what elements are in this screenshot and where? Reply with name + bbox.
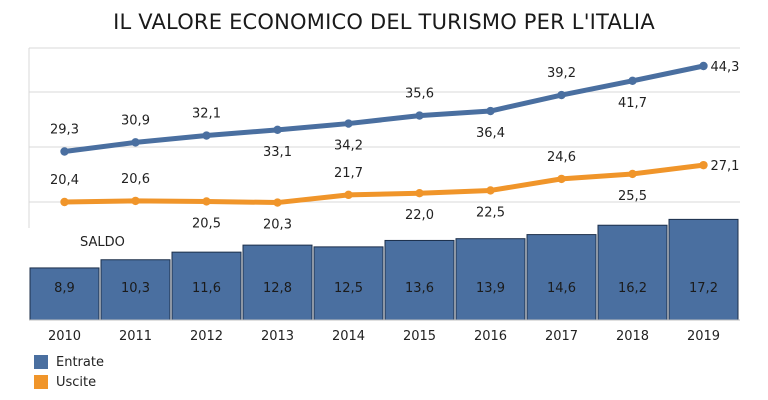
entrate-point [557, 90, 566, 100]
saldo-bars: 8,9 10,3 11,6 12,8 12,5 13,6 13,9 14,6 16,2 17,2 [29, 218, 739, 321]
bar-value-label: 13,9 [476, 281, 505, 296]
saldo-bar [455, 238, 526, 321]
x-tick-label: 2010 [48, 329, 81, 344]
entrate-point [699, 61, 708, 71]
legend-item-uscite: Uscite [34, 372, 104, 392]
entrate-point [202, 131, 211, 140]
legend-label-entrate: Entrate [56, 354, 104, 370]
entrate-point [628, 76, 637, 86]
entrate-value-label: 34,2 [334, 139, 363, 154]
x-tick-label: 2012 [190, 329, 223, 344]
saldo-bar [668, 218, 739, 321]
bar-value-label: 14,6 [547, 281, 576, 296]
uscite-point [60, 197, 69, 207]
entrate-value-label: 30,9 [121, 113, 150, 128]
entrate-value-label: 36,4 [476, 126, 505, 141]
uscite-value-label: 22,5 [476, 205, 505, 220]
legend: Entrate Uscite [34, 352, 104, 392]
entrate-point [486, 106, 495, 116]
uscite-point [699, 160, 708, 170]
uscite-point [557, 174, 566, 184]
uscite-point [415, 189, 424, 198]
entrate-value-label: 41,7 [618, 96, 647, 111]
saldo-series-label: SALDO [80, 235, 125, 250]
entrate-value-label: 32,1 [192, 107, 221, 122]
uscite-point [344, 190, 353, 200]
entrate-point [344, 119, 353, 128]
uscite-point [273, 198, 282, 207]
bar-value-label: 13,6 [405, 281, 434, 296]
bar-value-label: 17,2 [689, 281, 718, 296]
saldo-bar [171, 251, 242, 321]
entrate-value-label: 35,6 [405, 87, 434, 102]
x-tick-label: 2014 [332, 329, 365, 344]
entrate-point [60, 147, 69, 156]
uscite-point [628, 169, 637, 179]
entrate-value-label: 44,3 [711, 60, 740, 75]
bar-value-label: 8,9 [54, 281, 75, 296]
bar-value-label: 16,2 [618, 281, 647, 296]
uscite-line [62, 162, 706, 206]
series-lines [60, 61, 708, 207]
uscite-value-label: 24,6 [547, 150, 576, 165]
saldo-label: SALDO [80, 235, 125, 250]
saldo-bar [29, 267, 100, 321]
uscite-value-label: 22,0 [405, 208, 434, 223]
entrate-point [273, 125, 282, 135]
bar-value-label: 11,6 [192, 281, 221, 296]
entrate-line [62, 63, 706, 154]
uscite-value-label: 20,5 [192, 216, 221, 231]
data-labels: 29,3 30,9 32,1 33,1 34,2 35,6 36,4 39,2 41,7 44,3… [50, 60, 739, 233]
legend-label-uscite: Uscite [56, 374, 97, 390]
bar-value-label: 12,5 [334, 281, 363, 296]
uscite-point [131, 196, 140, 206]
saldo-bar [242, 244, 313, 321]
uscite-value-label: 20,6 [121, 172, 150, 187]
legend-item-entrate: Entrate [34, 352, 104, 372]
chart-title: IL VALORE ECONOMICO DEL TURISMO PER L'IT… [113, 10, 655, 34]
x-tick-label: 2019 [687, 329, 720, 344]
legend-swatch-entrate [34, 355, 48, 369]
saldo-bar [597, 224, 668, 321]
x-tick-label: 2017 [545, 329, 578, 344]
uscite-value-label: 27,1 [711, 159, 740, 174]
saldo-bar [100, 259, 171, 321]
x-tick-label: 2018 [616, 329, 649, 344]
uscite-value-label: 20,4 [50, 173, 79, 188]
uscite-value-label: 20,3 [263, 218, 292, 233]
saldo-bar [384, 239, 455, 321]
x-tick-label: 2015 [403, 329, 436, 344]
x-axis: 2010 2011 2012 2013 2014 2015 2016 2017 2018 2019 [29, 319, 740, 344]
uscite-point [202, 197, 211, 206]
entrate-value-label: 39,2 [547, 66, 576, 81]
legend-swatch-uscite [34, 375, 48, 389]
uscite-point [486, 186, 495, 195]
entrate-point [131, 138, 140, 147]
saldo-bar [313, 246, 384, 321]
entrate-value-label: 29,3 [50, 123, 79, 138]
saldo-bar [526, 234, 597, 321]
entrate-value-label: 33,1 [263, 145, 292, 160]
bar-value-label: 12,8 [263, 281, 292, 296]
uscite-value-label: 21,7 [334, 166, 363, 181]
x-tick-label: 2016 [474, 329, 507, 344]
x-tick-label: 2013 [261, 329, 294, 344]
x-tick-label: 2011 [119, 329, 152, 344]
entrate-point [415, 111, 424, 120]
bar-value-label: 10,3 [121, 281, 150, 296]
uscite-value-label: 25,5 [618, 189, 647, 204]
